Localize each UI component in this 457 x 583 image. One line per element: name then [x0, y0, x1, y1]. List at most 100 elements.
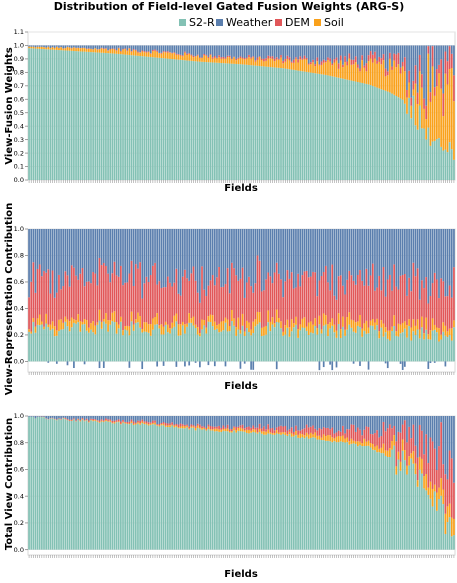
bar-s2-r — [32, 321, 35, 362]
bar-soil — [226, 319, 229, 332]
bar-dem — [77, 418, 80, 420]
bar-dem — [237, 426, 240, 429]
bar-s2-r — [273, 434, 276, 550]
bar-weather — [425, 416, 428, 435]
bar-s2-r — [397, 459, 400, 550]
bar-s2-r — [109, 53, 112, 180]
bar-weather — [107, 416, 109, 420]
bar-s2-r — [320, 440, 323, 550]
bar-soil — [327, 59, 329, 76]
bar-soil — [207, 316, 210, 322]
bar-s2-r — [412, 331, 415, 362]
bar-soil — [62, 322, 65, 330]
bar-dem — [205, 427, 208, 430]
bar-soil — [263, 326, 265, 336]
bar-soil — [399, 324, 402, 334]
bar-soil — [427, 487, 430, 495]
bar-soil — [329, 61, 331, 76]
bar-dem — [397, 289, 400, 324]
bar-soil — [73, 319, 75, 323]
bar-dem — [181, 276, 184, 322]
bar-dem — [342, 64, 344, 68]
bar-weather — [263, 416, 265, 427]
bar-s2-r — [85, 330, 88, 362]
bar-soil — [162, 326, 165, 335]
bar-weather — [134, 45, 137, 50]
bar-s2-r — [115, 333, 118, 362]
bar-s2-r — [395, 474, 398, 550]
bar-soil — [448, 503, 451, 518]
bar-dem — [28, 297, 30, 330]
bar-s2-r — [38, 416, 41, 550]
bar-dem — [222, 286, 225, 321]
bar-s2-r — [43, 417, 45, 550]
bar-dem — [344, 56, 346, 63]
bar-weather — [60, 416, 62, 419]
bar-dem — [337, 430, 340, 437]
bar-weather — [245, 229, 248, 283]
bar-s2-r — [412, 463, 415, 550]
bar-s2-r — [438, 341, 440, 362]
bar-weather — [175, 416, 178, 424]
bar-weather — [203, 45, 205, 54]
bar-weather — [431, 416, 434, 442]
bar-s2-r — [60, 419, 62, 550]
bar-weather — [444, 229, 447, 297]
bar-s2-r — [216, 328, 218, 362]
bar-weather — [83, 229, 86, 287]
panel-view-representation-contribution: View-Representation Contribution Fields … — [4, 203, 456, 395]
bar-weather — [395, 45, 398, 55]
bar-s2-r — [433, 329, 436, 362]
bar-s2-r — [423, 339, 425, 362]
bar-dem — [408, 426, 410, 457]
bar-s2-r — [446, 522, 449, 550]
bar-s2-r — [113, 53, 116, 180]
y-tick-label: 0.8 — [14, 69, 24, 77]
bar-dem — [252, 292, 255, 322]
bar-soil — [102, 318, 105, 322]
bar-soil — [173, 53, 176, 60]
bar-s2-r — [303, 438, 306, 550]
bar-soil — [273, 61, 276, 68]
bar-s2-r — [162, 425, 165, 550]
bar-weather — [301, 416, 304, 430]
bar-weather — [102, 45, 105, 49]
bar-s2-r — [132, 55, 135, 181]
bar-soil — [243, 59, 246, 65]
bar-soil — [199, 333, 201, 337]
bar-soil — [179, 426, 182, 429]
bar-dem — [275, 427, 278, 431]
bar-weather-negative — [66, 361, 69, 366]
bar-soil — [196, 327, 199, 335]
bar-s2-r — [280, 434, 282, 550]
bar-weather — [231, 45, 233, 59]
bar-dem — [329, 290, 331, 323]
bar-weather — [216, 229, 218, 278]
bar-s2-r — [408, 97, 410, 180]
bar-s2-r — [248, 433, 250, 550]
bar-dem — [389, 424, 391, 449]
bar-soil — [141, 328, 144, 333]
bar-s2-r — [34, 48, 37, 181]
bar-s2-r — [339, 441, 342, 550]
y-tick-label: 0.0 — [14, 176, 24, 184]
bar-weather — [77, 229, 80, 280]
bar-dem — [87, 420, 90, 422]
bar-soil — [359, 71, 361, 83]
bar-dem — [290, 272, 293, 320]
bar-weather — [98, 229, 101, 258]
bar-s2-r — [414, 335, 417, 362]
bar-soil — [85, 320, 88, 331]
bar-s2-r — [243, 431, 246, 550]
bar-soil — [371, 444, 374, 450]
bar-weather — [94, 229, 97, 274]
bar-soil — [100, 321, 103, 329]
bar-s2-r — [175, 321, 178, 362]
bar-weather — [169, 229, 171, 283]
bar-soil — [169, 52, 171, 59]
bar-soil — [32, 317, 35, 322]
bar-dem — [286, 430, 289, 435]
bar-soil — [53, 326, 56, 337]
bar-dem — [41, 276, 43, 322]
bar-weather — [213, 45, 216, 56]
